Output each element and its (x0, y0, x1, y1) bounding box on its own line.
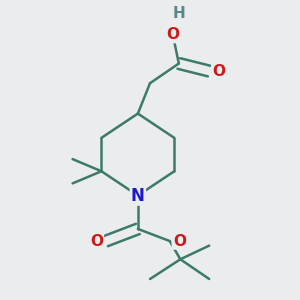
Text: O: O (173, 234, 186, 249)
Text: O: O (212, 64, 225, 79)
Text: H: H (172, 6, 185, 21)
Text: N: N (131, 187, 145, 205)
Text: O: O (90, 234, 103, 249)
Text: O: O (166, 27, 179, 42)
